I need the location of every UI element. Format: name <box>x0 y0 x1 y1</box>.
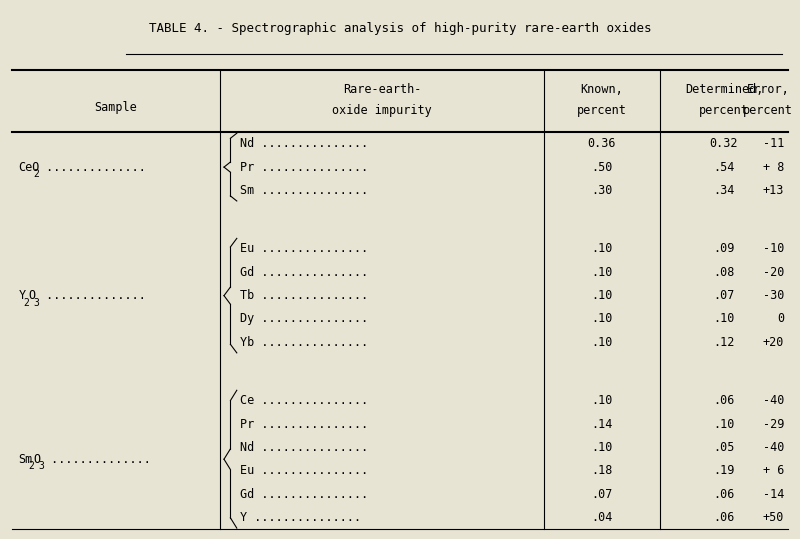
Text: 3: 3 <box>39 461 45 471</box>
Text: Pr ...............: Pr ............... <box>240 418 368 431</box>
Text: -10: -10 <box>762 243 784 255</box>
Text: .10: .10 <box>591 336 613 349</box>
Text: -11: -11 <box>762 137 784 150</box>
Text: +50: +50 <box>762 511 784 524</box>
Text: ..............: .............. <box>39 161 146 174</box>
Text: Y: Y <box>18 289 26 302</box>
Text: percent: percent <box>577 104 627 118</box>
Text: .10: .10 <box>591 289 613 302</box>
Text: Nd ...............: Nd ............... <box>240 137 368 150</box>
Text: +20: +20 <box>762 336 784 349</box>
Text: .08: .08 <box>714 266 734 279</box>
Text: .54: .54 <box>714 161 734 174</box>
Text: oxide impurity: oxide impurity <box>332 104 432 118</box>
Text: Tb ...............: Tb ............... <box>240 289 368 302</box>
Text: -29: -29 <box>762 418 784 431</box>
Text: + 8: + 8 <box>762 161 784 174</box>
Text: percent: percent <box>743 104 793 118</box>
Text: .30: .30 <box>591 184 613 197</box>
Text: O: O <box>34 453 41 466</box>
Text: .06: .06 <box>714 511 734 524</box>
Text: +13: +13 <box>762 184 784 197</box>
Text: .04: .04 <box>591 511 613 524</box>
Text: .10: .10 <box>591 394 613 407</box>
Text: Eu ...............: Eu ............... <box>240 465 368 478</box>
Text: Known,: Known, <box>581 82 623 96</box>
Text: .10: .10 <box>591 243 613 255</box>
Text: percent: percent <box>699 104 749 118</box>
Text: Pr ...............: Pr ............... <box>240 161 368 174</box>
Text: .10: .10 <box>714 418 734 431</box>
Text: .19: .19 <box>714 465 734 478</box>
Text: -40: -40 <box>762 441 784 454</box>
Text: .09: .09 <box>714 243 734 255</box>
Text: + 6: + 6 <box>762 465 784 478</box>
Text: Eu ...............: Eu ............... <box>240 243 368 255</box>
Text: Sm: Sm <box>18 453 33 466</box>
Text: -20: -20 <box>762 266 784 279</box>
Text: 2: 2 <box>34 169 40 179</box>
Text: .10: .10 <box>591 266 613 279</box>
Text: Sample: Sample <box>94 101 138 114</box>
Text: .05: .05 <box>714 441 734 454</box>
Text: -40: -40 <box>762 394 784 407</box>
Text: .10: .10 <box>591 441 613 454</box>
Text: CeO: CeO <box>18 161 40 174</box>
Text: Dy ...............: Dy ............... <box>240 313 368 326</box>
Text: .07: .07 <box>591 488 613 501</box>
Text: Sm ...............: Sm ............... <box>240 184 368 197</box>
Text: .14: .14 <box>591 418 613 431</box>
Text: 2: 2 <box>23 298 30 308</box>
Text: 3: 3 <box>34 298 40 308</box>
Text: Yb ...............: Yb ............... <box>240 336 368 349</box>
Text: 0: 0 <box>777 313 784 326</box>
Text: .34: .34 <box>714 184 734 197</box>
Text: Y ...............: Y ............... <box>240 511 361 524</box>
Text: .06: .06 <box>714 488 734 501</box>
Text: .50: .50 <box>591 161 613 174</box>
Text: -14: -14 <box>762 488 784 501</box>
Text: O: O <box>29 289 36 302</box>
Text: 2: 2 <box>29 461 34 471</box>
Text: Gd ...............: Gd ............... <box>240 488 368 501</box>
Text: Gd ...............: Gd ............... <box>240 266 368 279</box>
Text: TABLE 4. - Spectrographic analysis of high-purity rare-earth oxides: TABLE 4. - Spectrographic analysis of hi… <box>149 22 651 34</box>
Text: .06: .06 <box>714 394 734 407</box>
Text: ..............: .............. <box>39 289 146 302</box>
Text: ..............: .............. <box>44 453 151 466</box>
Text: .10: .10 <box>714 313 734 326</box>
Text: Rare-earth-: Rare-earth- <box>343 82 421 96</box>
Text: .10: .10 <box>591 313 613 326</box>
Text: .18: .18 <box>591 465 613 478</box>
Text: 0.32: 0.32 <box>710 137 738 150</box>
Text: Error,: Error, <box>746 82 790 96</box>
Text: TABLE 4. - Spectrographic analysis of high-purity rare-earth oxides: TABLE 4. - Spectrographic analysis of hi… <box>0 538 1 539</box>
Text: Determined,: Determined, <box>685 82 763 96</box>
Text: -30: -30 <box>762 289 784 302</box>
Text: Ce ...............: Ce ............... <box>240 394 368 407</box>
Text: 0.36: 0.36 <box>588 137 616 150</box>
Text: .07: .07 <box>714 289 734 302</box>
Text: Nd ...............: Nd ............... <box>240 441 368 454</box>
Text: .12: .12 <box>714 336 734 349</box>
